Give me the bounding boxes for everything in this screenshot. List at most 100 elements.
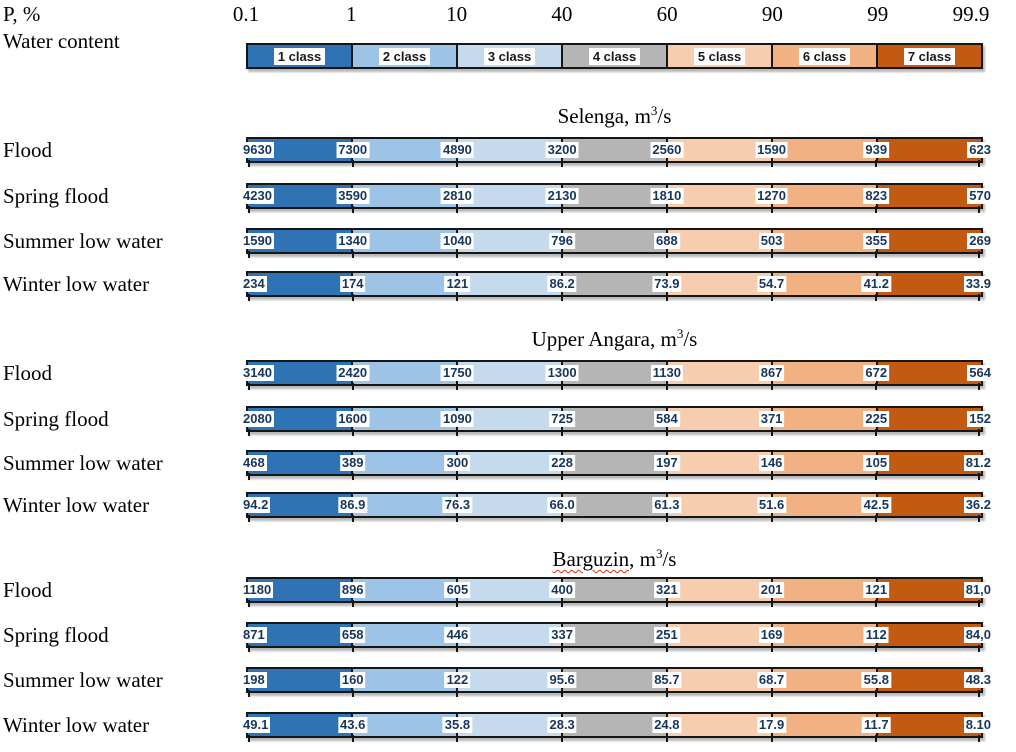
boundary-value: 3590 [336, 188, 370, 204]
bar-segment [561, 452, 666, 474]
boundary-tick-mark [875, 429, 878, 436]
boundary-value: 2810 [440, 188, 474, 204]
boundary-tick-mark [770, 251, 773, 258]
row-label: Summer low water [3, 668, 163, 692]
boundary-tick-mark [248, 206, 250, 213]
boundary-value: 2560 [650, 142, 684, 158]
boundary-value: 43.6 [338, 717, 368, 733]
boundary-value: 4890 [440, 142, 474, 158]
river-title: Selenga, m3/s [246, 103, 983, 129]
class-segment: 7 class [876, 45, 981, 67]
boundary-value: 1040 [440, 233, 474, 249]
row-label: Winter low water [3, 272, 150, 296]
p-axis-tick: 90 [761, 2, 783, 26]
boundary-value: 48.3 [963, 672, 993, 688]
boundary-tick-mark [770, 690, 773, 697]
bar-segment [456, 669, 561, 691]
boundary-tick-mark [561, 160, 564, 167]
boundary-tick-mark [248, 515, 250, 522]
boundary-value: 1130 [650, 365, 683, 381]
flow-class-bar: 871 658 446 337 251 169 112 84,0 [241, 622, 993, 652]
bar-segment [456, 624, 561, 646]
boundary-value: 468 [241, 455, 267, 471]
boundary-value: 17.9 [756, 717, 787, 733]
boundary-tick-mark [875, 473, 878, 480]
boundary-value: 251 [653, 627, 680, 643]
bar-segment [876, 139, 981, 161]
units-superscript: 3 [676, 326, 684, 341]
bar-segment [351, 452, 456, 474]
p-axis-label: P, % [3, 2, 41, 26]
class-label: 7 class [903, 47, 956, 65]
boundary-value: 152 [967, 411, 993, 427]
boundary-value: 198 [241, 672, 267, 688]
units-prefix: , m [624, 104, 651, 128]
boundary-value: 896 [339, 582, 366, 598]
boundary-value: 66.0 [547, 497, 577, 513]
bar-segment [771, 714, 876, 736]
bar-segment [771, 408, 876, 430]
p-axis-tick: 10 [446, 2, 468, 26]
boundary-tick-mark [561, 206, 564, 213]
bar-segment [666, 669, 771, 691]
class-segment: 2 class [351, 45, 456, 67]
boundary-value: 623 [967, 142, 993, 158]
p-axis-tick: 0.1 [232, 2, 260, 26]
boundary-value: 939 [863, 142, 890, 158]
bar-segment [771, 230, 876, 252]
bar-segment [248, 579, 351, 601]
boundary-value: 201 [758, 582, 785, 598]
boundary-value: 1180 [241, 582, 274, 598]
boundary-tick-mark [351, 294, 354, 301]
boundary-tick-mark [561, 251, 564, 258]
boundary-tick-mark [978, 383, 980, 390]
flow-class-bar: 49.1 43.6 35.8 28.3 24.8 17.9 11.7 8.10 [241, 712, 993, 742]
boundary-value: 300 [444, 455, 471, 471]
class-label: 3 class [483, 47, 536, 65]
bar-segment [456, 273, 561, 295]
bar-segment [666, 579, 771, 601]
boundary-value: 225 [863, 411, 890, 427]
boundary-tick-mark [561, 473, 564, 480]
river-title: Upper Angara, m3/s [246, 326, 983, 352]
boundary-value: 3200 [545, 142, 579, 158]
boundary-value: 337 [549, 627, 575, 643]
boundary-value: 81.2 [963, 455, 993, 471]
river-name: Barguzin [552, 547, 630, 571]
boundary-tick-mark [561, 383, 564, 390]
boundary-tick-mark [770, 383, 773, 390]
bar-segment [248, 452, 351, 474]
bar-segment [248, 669, 351, 691]
boundary-tick-mark [978, 515, 980, 522]
boundary-value: 85.7 [652, 672, 682, 688]
boundary-value: 86.2 [547, 276, 577, 292]
boundary-tick-mark [978, 600, 980, 607]
class-label: 4 class [588, 47, 641, 65]
boundary-tick-mark [456, 383, 459, 390]
bar-segment [666, 408, 771, 430]
bar-segment [876, 408, 981, 430]
flow-class-bar: 1180 896 605 400 321 201 121 81,0 [241, 577, 993, 607]
boundary-value: 76.3 [442, 497, 473, 513]
flow-class-bar: 1590 1340 1040 796 688 503 355 269 [241, 228, 993, 258]
boundary-tick-mark [248, 690, 250, 697]
bar-segment [248, 273, 351, 295]
boundary-value: 51.6 [756, 497, 787, 513]
boundary-tick-mark [875, 251, 878, 258]
bar-segment [666, 624, 771, 646]
boundary-value: 160 [339, 672, 366, 688]
boundary-value: 35.8 [442, 717, 473, 733]
boundary-tick-mark [875, 515, 878, 522]
bar-segment [456, 452, 561, 474]
boundary-value: 871 [241, 627, 267, 643]
boundary-tick-mark [770, 160, 773, 167]
boundary-tick-mark [770, 206, 773, 213]
boundary-tick-mark [561, 294, 564, 301]
boundary-tick-mark [561, 600, 564, 607]
boundary-tick-mark [875, 160, 878, 167]
boundary-value: 1600 [336, 411, 370, 427]
boundary-tick-mark [561, 735, 564, 742]
boundary-value: 796 [549, 233, 575, 249]
boundary-tick-mark [665, 735, 668, 742]
